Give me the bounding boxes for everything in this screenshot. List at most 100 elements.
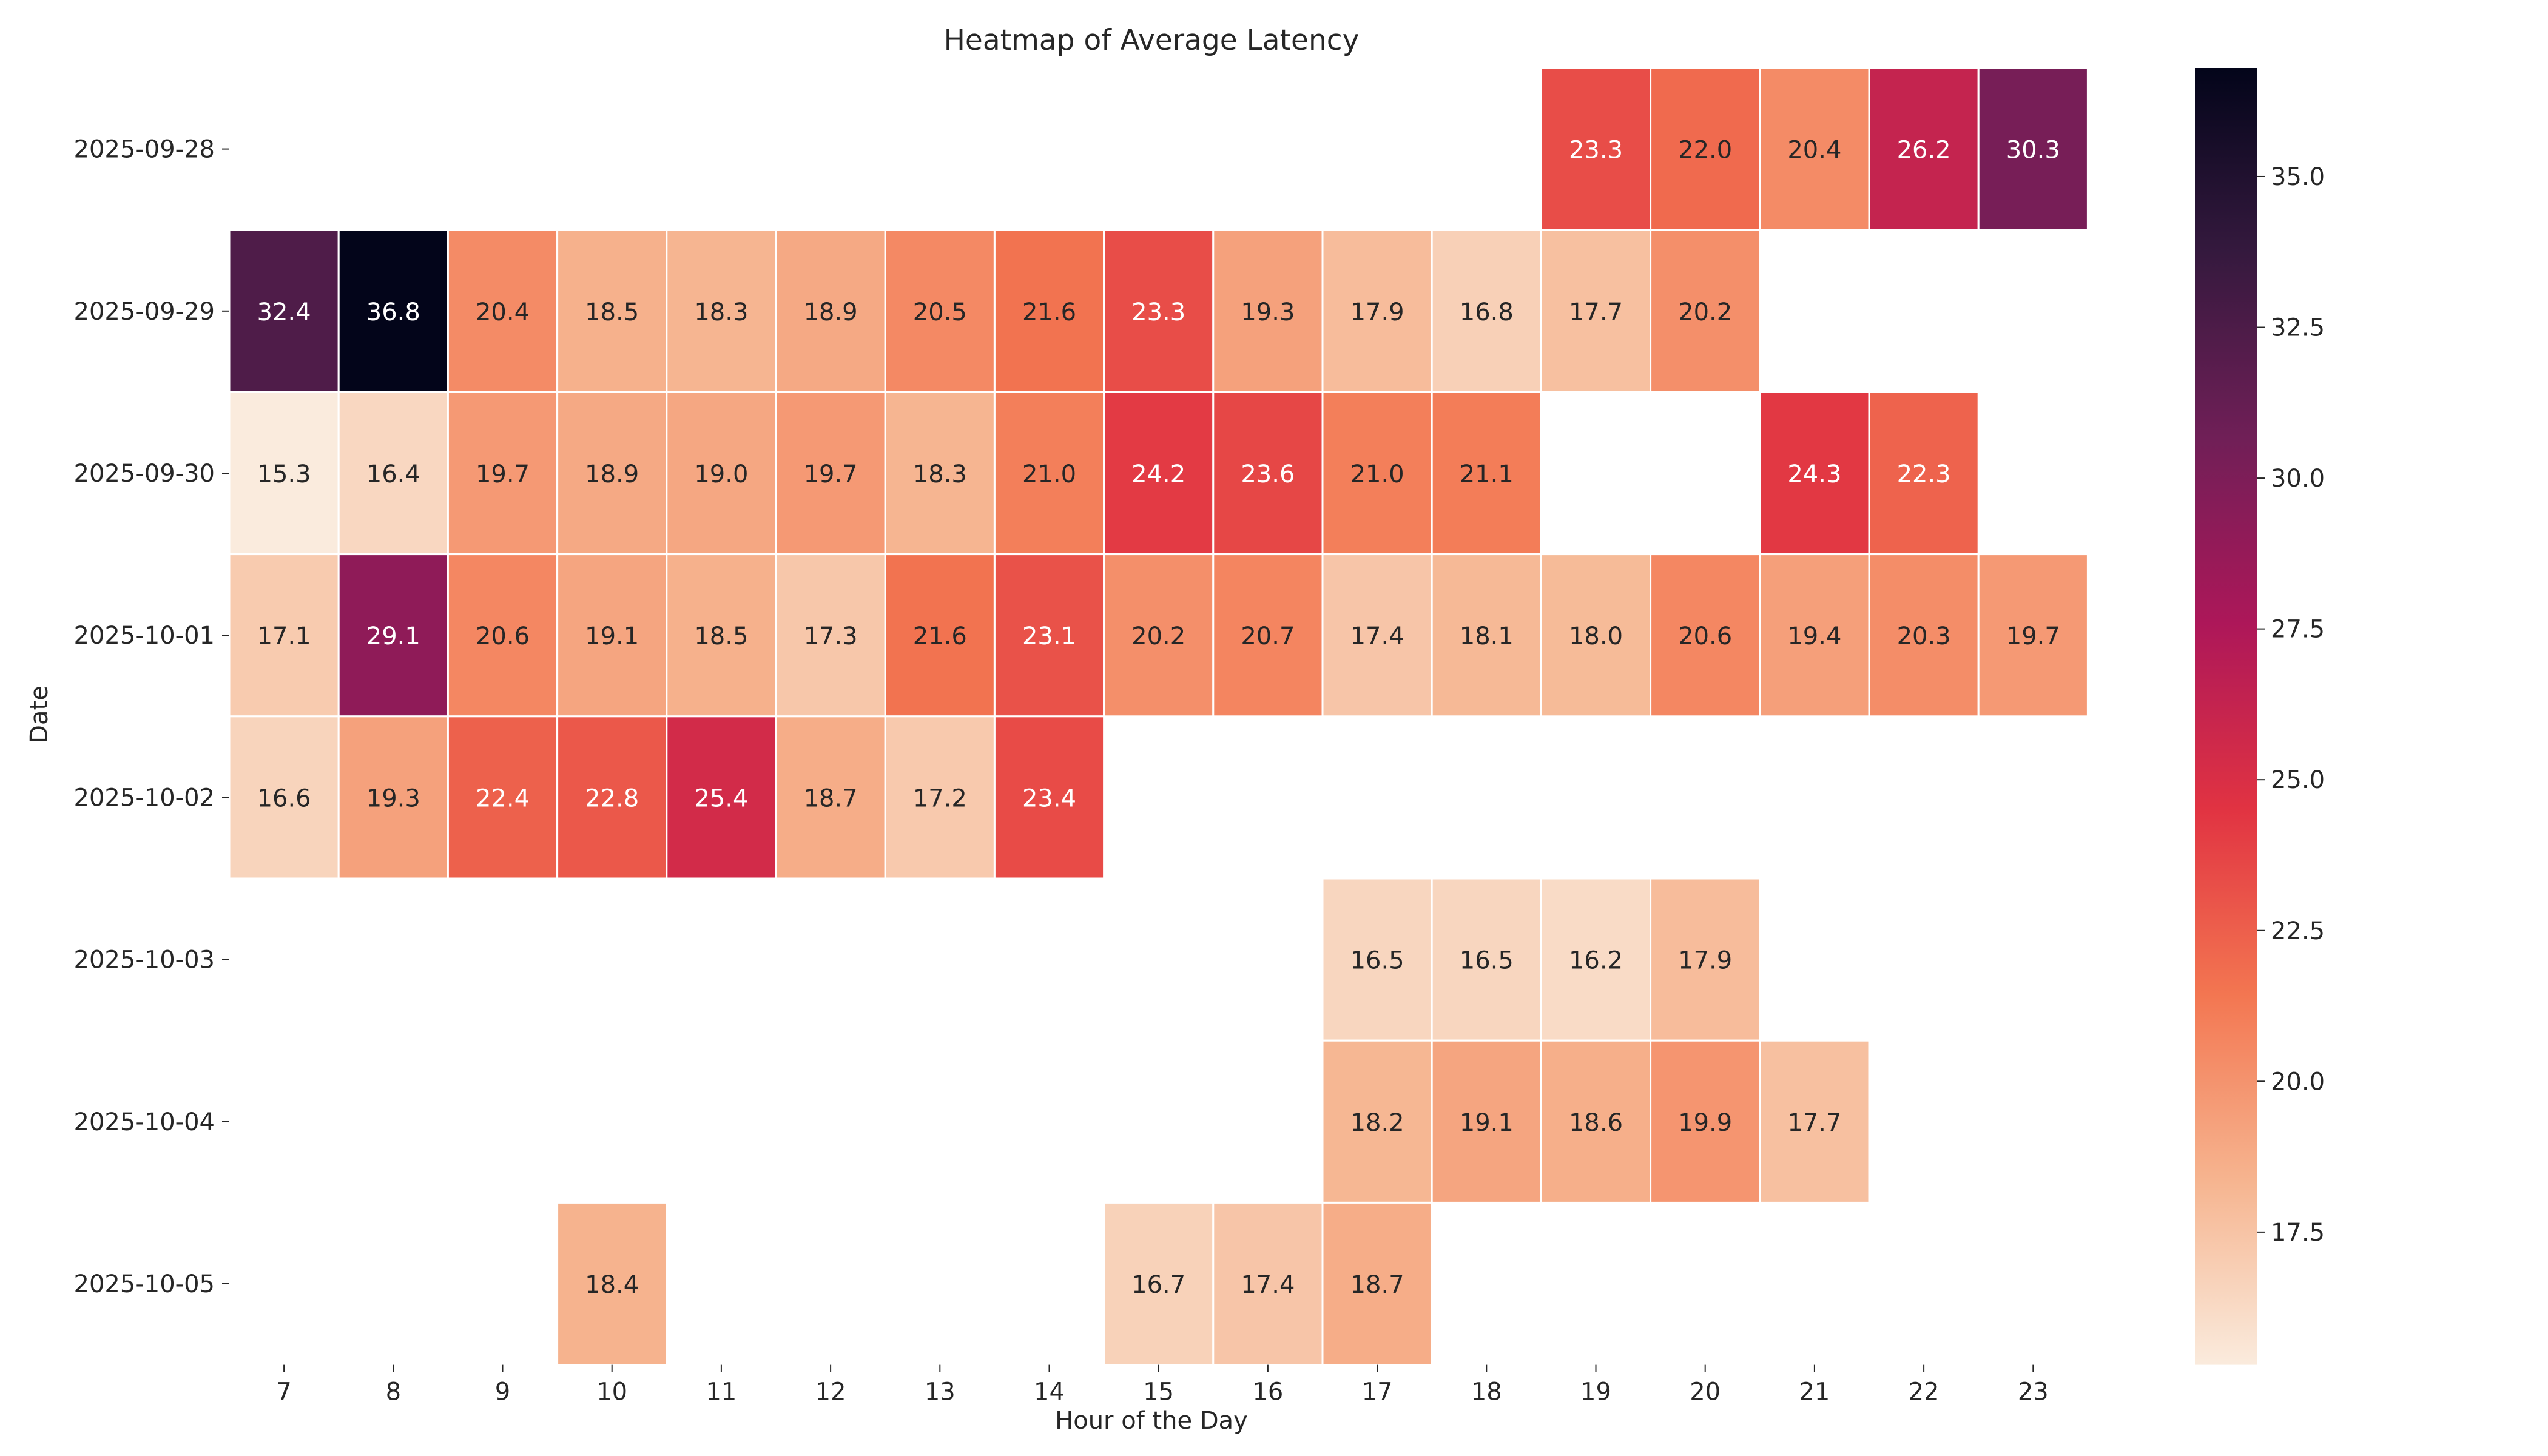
cell-value-label: 16.8 [1460, 298, 1514, 326]
chart-title: Heatmap of Average Latency [944, 24, 1360, 57]
cell-value-label: 32.4 [257, 298, 311, 326]
cell-value-label: 22.4 [476, 784, 530, 812]
cell-value-label: 22.3 [1897, 460, 1951, 488]
heatmap-cell [447, 553, 559, 718]
heatmap-cell [228, 229, 340, 393]
x-tick-label: 15 [1143, 1378, 1174, 1406]
x-tick-label: 21 [1799, 1378, 1830, 1406]
x-axis-label: Hour of the Day [1055, 1407, 1248, 1435]
cell-value-label: 22.0 [1678, 136, 1732, 164]
cell-value-label: 24.2 [1131, 460, 1185, 488]
cell-value-label: 21.6 [913, 622, 967, 650]
cell-value-label: 36.8 [366, 298, 420, 326]
x-tick-label: 9 [495, 1378, 510, 1406]
cell-value-label: 26.2 [1897, 136, 1951, 164]
heatmap-cell [1759, 1039, 1870, 1204]
cell-value-label: 19.7 [476, 460, 530, 488]
cell-value-labels: 23.3 22.0 20.4 26.2 30.3 32.4 36.8 20.4 18.5 18.3… [257, 136, 2060, 1299]
heatmap-cell [993, 391, 1105, 556]
heatmap-cell [1650, 1039, 1761, 1204]
y-tick-label: 2025-09-30 [74, 460, 215, 488]
heatmap-cell [556, 391, 668, 556]
x-tick-label: 19 [1580, 1378, 1611, 1406]
heatmap-cell [1868, 67, 1980, 231]
heatmap-cell [1540, 67, 1652, 231]
cell-value-label: 18.0 [1569, 622, 1623, 650]
heatmap-cell [1759, 67, 1870, 231]
cell-value-label: 20.6 [476, 622, 530, 650]
cell-value-label: 18.6 [1569, 1109, 1623, 1137]
heatmap-cell [1977, 553, 2089, 718]
cell-value-label: 18.7 [1350, 1271, 1404, 1299]
heatmap-cell [228, 391, 340, 556]
cell-value-label: 20.4 [1787, 136, 1841, 164]
cell-value-label: 18.1 [1460, 622, 1514, 650]
heatmap-cell [1212, 391, 1324, 556]
heatmap-cell [337, 391, 449, 556]
colorbar-tick-label: 35.0 [2271, 163, 2325, 191]
cell-value-label: 18.9 [585, 460, 639, 488]
colorbar-tick-label: 32.5 [2271, 314, 2325, 342]
x-tick-label: 11 [706, 1378, 736, 1406]
heatmap-cell [1977, 67, 2089, 231]
heatmap-cell [884, 715, 996, 880]
x-tick-label: 7 [276, 1378, 291, 1406]
cell-value-label: 16.7 [1131, 1271, 1185, 1299]
heatmap-cell [1431, 229, 1542, 393]
cell-value-label: 20.4 [476, 298, 530, 326]
cell-value-label: 17.7 [1569, 298, 1623, 326]
cell-value-label: 19.1 [1460, 1109, 1514, 1137]
cell-value-label: 23.1 [1022, 622, 1076, 650]
y-tick-label: 2025-10-04 [74, 1108, 215, 1136]
cell-value-label: 20.2 [1678, 298, 1732, 326]
colorbar-gradient [2195, 68, 2257, 1365]
x-tick-label: 22 [1909, 1378, 1940, 1406]
y-tick-label: 2025-10-03 [74, 946, 215, 974]
cell-value-label: 19.0 [694, 460, 748, 488]
cell-value-label: 19.3 [1241, 298, 1295, 326]
heatmap-cell [556, 1201, 668, 1366]
cell-value-label: 17.1 [257, 622, 311, 650]
x-tick-label: 10 [596, 1378, 627, 1406]
heatmap-cell [993, 715, 1105, 880]
cell-value-label: 21.1 [1460, 460, 1514, 488]
heatmap-cell [1321, 877, 1433, 1042]
cell-value-label: 17.4 [1350, 622, 1404, 650]
cell-value-label: 21.6 [1022, 298, 1076, 326]
x-tick-label: 17 [1362, 1378, 1393, 1406]
heatmap-cell [1103, 553, 1215, 718]
cell-value-label: 23.3 [1569, 136, 1623, 164]
cell-value-label: 18.3 [694, 298, 748, 326]
heatmap-cell [884, 553, 996, 718]
cell-value-label: 17.2 [913, 784, 967, 812]
x-tick-label: 16 [1252, 1378, 1283, 1406]
cell-value-label: 29.1 [366, 622, 420, 650]
heatmap-cell [1212, 1201, 1324, 1366]
heatmap-cell [1540, 877, 1652, 1042]
cell-value-label: 20.2 [1131, 622, 1185, 650]
heatmap-cell [1103, 229, 1215, 393]
y-axis-label: Date [25, 686, 53, 744]
cell-value-label: 23.6 [1241, 460, 1295, 488]
cell-value-label: 23.3 [1131, 298, 1185, 326]
cell-value-label: 19.3 [366, 784, 420, 812]
cell-value-label: 17.9 [1678, 947, 1732, 975]
colorbar-tick-label: 20.0 [2271, 1068, 2325, 1096]
colorbar-tick-label: 25.0 [2271, 766, 2325, 794]
heatmap-cell [1212, 553, 1324, 718]
heatmap-cell [556, 553, 668, 718]
x-tick-label: 8 [386, 1378, 401, 1406]
heatmap-cell [337, 553, 449, 718]
heatmap-cell [1540, 553, 1652, 718]
heatmap-cell [1650, 553, 1761, 718]
colorbar-tick-label: 27.5 [2271, 616, 2325, 644]
cell-value-label: 20.5 [913, 298, 967, 326]
cell-value-label: 19.7 [804, 460, 858, 488]
y-tick-label: 2025-10-02 [74, 784, 215, 812]
x-tick-label: 20 [1690, 1378, 1721, 1406]
cell-value-label: 22.8 [585, 784, 639, 812]
cell-value-label: 21.0 [1022, 460, 1076, 488]
cell-value-label: 30.3 [2006, 136, 2060, 164]
cell-value-label: 18.5 [585, 298, 639, 326]
